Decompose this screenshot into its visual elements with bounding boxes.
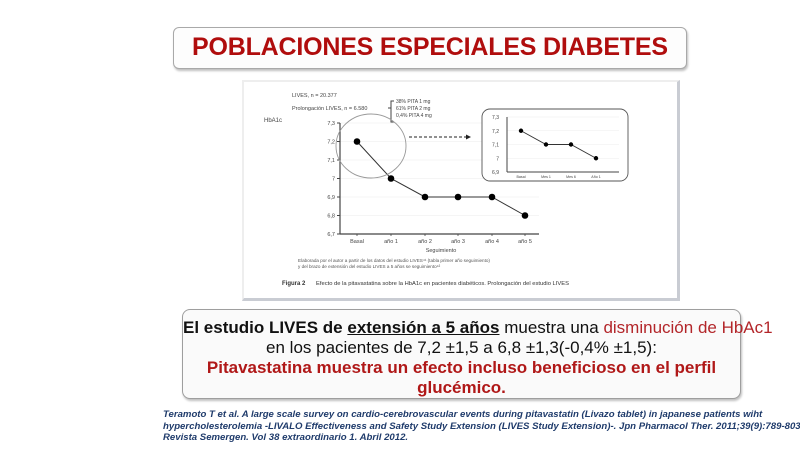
svg-text:6,7: 6,7	[327, 232, 335, 238]
svg-text:año 5: año 5	[518, 239, 532, 245]
summary-conclusion-line2: glucémico.	[417, 378, 506, 397]
dose-group-1: 38% PITA 1 mg	[396, 99, 431, 105]
summary-bold: El estudio LIVES de	[183, 318, 348, 337]
summary-underlined: extensión a 5 años	[347, 318, 500, 337]
summary-line2: en los pacientes de 7,2 ±1,5 a 6,8 ±1,3(…	[266, 338, 657, 357]
svg-text:7: 7	[496, 156, 499, 162]
svg-text:Basal: Basal	[517, 175, 526, 179]
svg-text:7,1: 7,1	[327, 158, 335, 164]
slide-title: POBLACIONES ESPECIALES DIABETES	[192, 33, 668, 61]
reference-citation: Teramoto T et al. A large scale survey o…	[163, 409, 800, 444]
summary-highlight: disminución de HbAc1	[603, 318, 773, 337]
title-box: POBLACIONES ESPECIALES DIABETES	[173, 27, 687, 69]
svg-text:7,1: 7,1	[492, 143, 499, 149]
svg-text:Seguimiento: Seguimiento	[426, 248, 457, 254]
svg-text:año 1: año 1	[384, 239, 398, 245]
summary-line1: El estudio LIVES de extensión a 5 años m…	[183, 318, 773, 338]
dose-group-3: 0,4% PITA 4 mg	[396, 113, 432, 119]
svg-text:7: 7	[332, 177, 335, 183]
hba1c-chart: LIVES, n = 20.377 Prolongación LIVES, n …	[264, 93, 629, 287]
svg-text:año 4: año 4	[485, 239, 499, 245]
summary-normal: muestra una	[499, 318, 604, 337]
dose-group-2: 61% PITA 2 mg	[396, 106, 431, 112]
reference-line1: Teramoto T et al. A large scale survey o…	[163, 409, 763, 420]
reference-line3: Revista Semergen. Vol 38 extraordinario …	[163, 432, 409, 443]
main-line-chart: 7,3 7,2 7,1 7 6,9 6,8 6,7 Basal año 1 año 2 año 3 a…	[327, 113, 539, 254]
svg-text:6,9: 6,9	[327, 195, 335, 201]
figure-note-line1: Elaborada por el autor a partir de los d…	[298, 258, 490, 263]
summary-conclusion-line1: Pitavastatina muestra un efecto incluso …	[206, 358, 717, 377]
svg-text:Mes 6: Mes 6	[566, 175, 576, 179]
figure-caption-label: Figura 2	[282, 281, 306, 287]
svg-text:7,2: 7,2	[492, 129, 499, 135]
y-axis-label: HbA1c	[264, 118, 282, 124]
svg-text:7,2: 7,2	[327, 140, 335, 146]
svg-text:Mes 1: Mes 1	[541, 175, 551, 179]
svg-text:Año 1: Año 1	[591, 175, 600, 179]
summary-box: El estudio LIVES de extensión a 5 años m…	[182, 309, 773, 399]
svg-text:7,3: 7,3	[492, 115, 499, 121]
figure-caption-text: Efecto de la pitavastatina sobre la HbA1…	[316, 281, 569, 287]
svg-text:Basal: Basal	[350, 239, 364, 245]
svg-text:6,8: 6,8	[327, 214, 335, 220]
svg-text:año 2: año 2	[418, 239, 432, 245]
figure-image: LIVES, n = 20.377 Prolongación LIVES, n …	[242, 80, 680, 301]
figure-note-line2: y del brazo de extensión del estudio LIV…	[298, 264, 441, 269]
svg-text:año 3: año 3	[451, 239, 465, 245]
inset-line-chart: 7,3 7,2 7,1 7 6,9 Basal Mes 1 Mes 6 Año 1	[481, 108, 629, 182]
svg-text:7,3: 7,3	[327, 121, 335, 127]
header-line2: Prolongación LIVES, n = 6.580	[292, 106, 367, 112]
svg-text:6,9: 6,9	[492, 170, 499, 176]
reference-line2: hypercholesterolemia -LIVALO Effectivene…	[163, 420, 800, 432]
header-line1: LIVES, n = 20.377	[292, 93, 337, 99]
